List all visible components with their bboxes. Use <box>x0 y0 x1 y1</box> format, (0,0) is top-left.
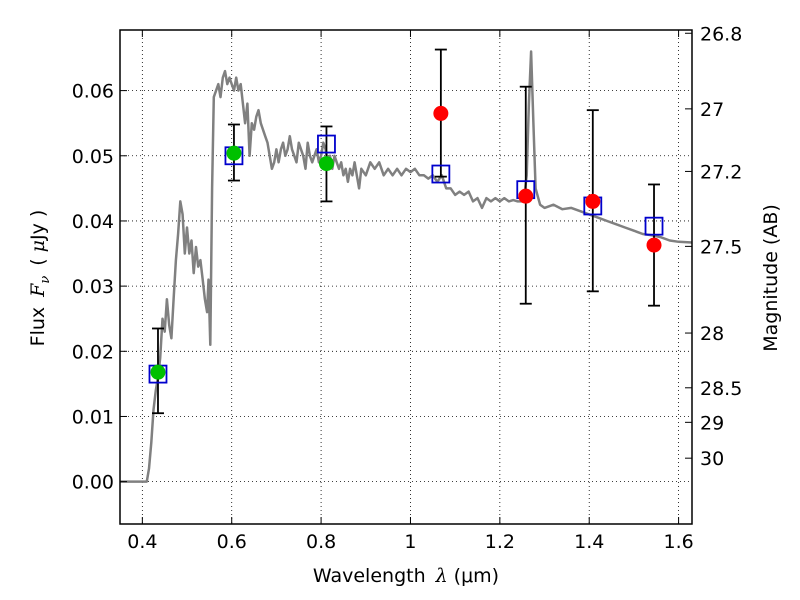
x-tick-label: 1.2 <box>485 531 515 553</box>
y-axis-label: Flux <box>27 307 49 347</box>
y-tick-label: 0.00 <box>72 472 114 494</box>
tick-layer: 0.4 0.6 0.8 1 1.2 1.4 1.6 0.00 0.01 0.02 0.03 0.04 0… <box>72 23 743 553</box>
green-data-point <box>318 156 334 172</box>
red-data-point <box>585 193 601 209</box>
x-tick-label: 1.6 <box>663 531 693 553</box>
y2-tick-label: 27.5 <box>700 236 742 258</box>
y-tick-label: 0.02 <box>72 341 114 363</box>
y-axis-unit-rest: Jy ) <box>27 210 49 241</box>
plot-frame <box>119 29 693 525</box>
x-tick-label: 0.8 <box>306 531 336 553</box>
x-axis-symbol: λ <box>435 565 448 587</box>
model-square-marker <box>644 216 664 236</box>
sed-line <box>120 50 693 483</box>
y-tick-label: 0.03 <box>72 276 114 298</box>
y-axis-unit-mu: μ <box>27 240 49 252</box>
x-axis-title: Wavelength λ (μm) <box>313 565 499 587</box>
y2-tick-label: 28.5 <box>700 378 742 400</box>
series-layer <box>120 48 693 483</box>
y2-tick-label: 26.8 <box>700 23 742 45</box>
y2-axis-title: Magnitude (AB) <box>760 204 782 352</box>
x-axis-label: Wavelength <box>313 565 426 587</box>
x-tick-label: 1.4 <box>574 531 604 553</box>
red-data-point <box>518 188 534 204</box>
grid-layer <box>120 30 692 524</box>
red-data-point <box>433 105 449 121</box>
green-data-point <box>226 145 242 161</box>
model-square-marker <box>431 164 451 184</box>
y2-tick-label: 27 <box>700 99 724 121</box>
x-tick-label: 0.4 <box>127 531 157 553</box>
y2-tick-label: 27.2 <box>700 161 742 183</box>
x-axis-unit: (μm) <box>454 565 499 587</box>
x-tick-label: 0.6 <box>217 531 247 553</box>
y2-tick-label: 30 <box>700 448 724 470</box>
y-tick-label: 0.04 <box>72 211 114 233</box>
green-data-point <box>150 364 166 380</box>
y-axis-symbol: F <box>27 283 49 298</box>
y-axis-title: Flux Fν ( μJy ) <box>27 210 53 347</box>
y-axis-subscript: ν <box>38 276 53 284</box>
y-tick-label: 0.06 <box>72 81 114 103</box>
x-tick-label: 1 <box>404 531 416 553</box>
y-axis-unit-open: ( <box>27 258 49 265</box>
model-square-marker <box>317 134 336 154</box>
y2-tick-label: 28 <box>700 323 724 345</box>
y-tick-label: 0.01 <box>72 406 114 428</box>
y2-tick-label: 29 <box>700 412 724 434</box>
y-tick-label: 0.05 <box>72 146 114 168</box>
red-data-point <box>646 237 662 253</box>
